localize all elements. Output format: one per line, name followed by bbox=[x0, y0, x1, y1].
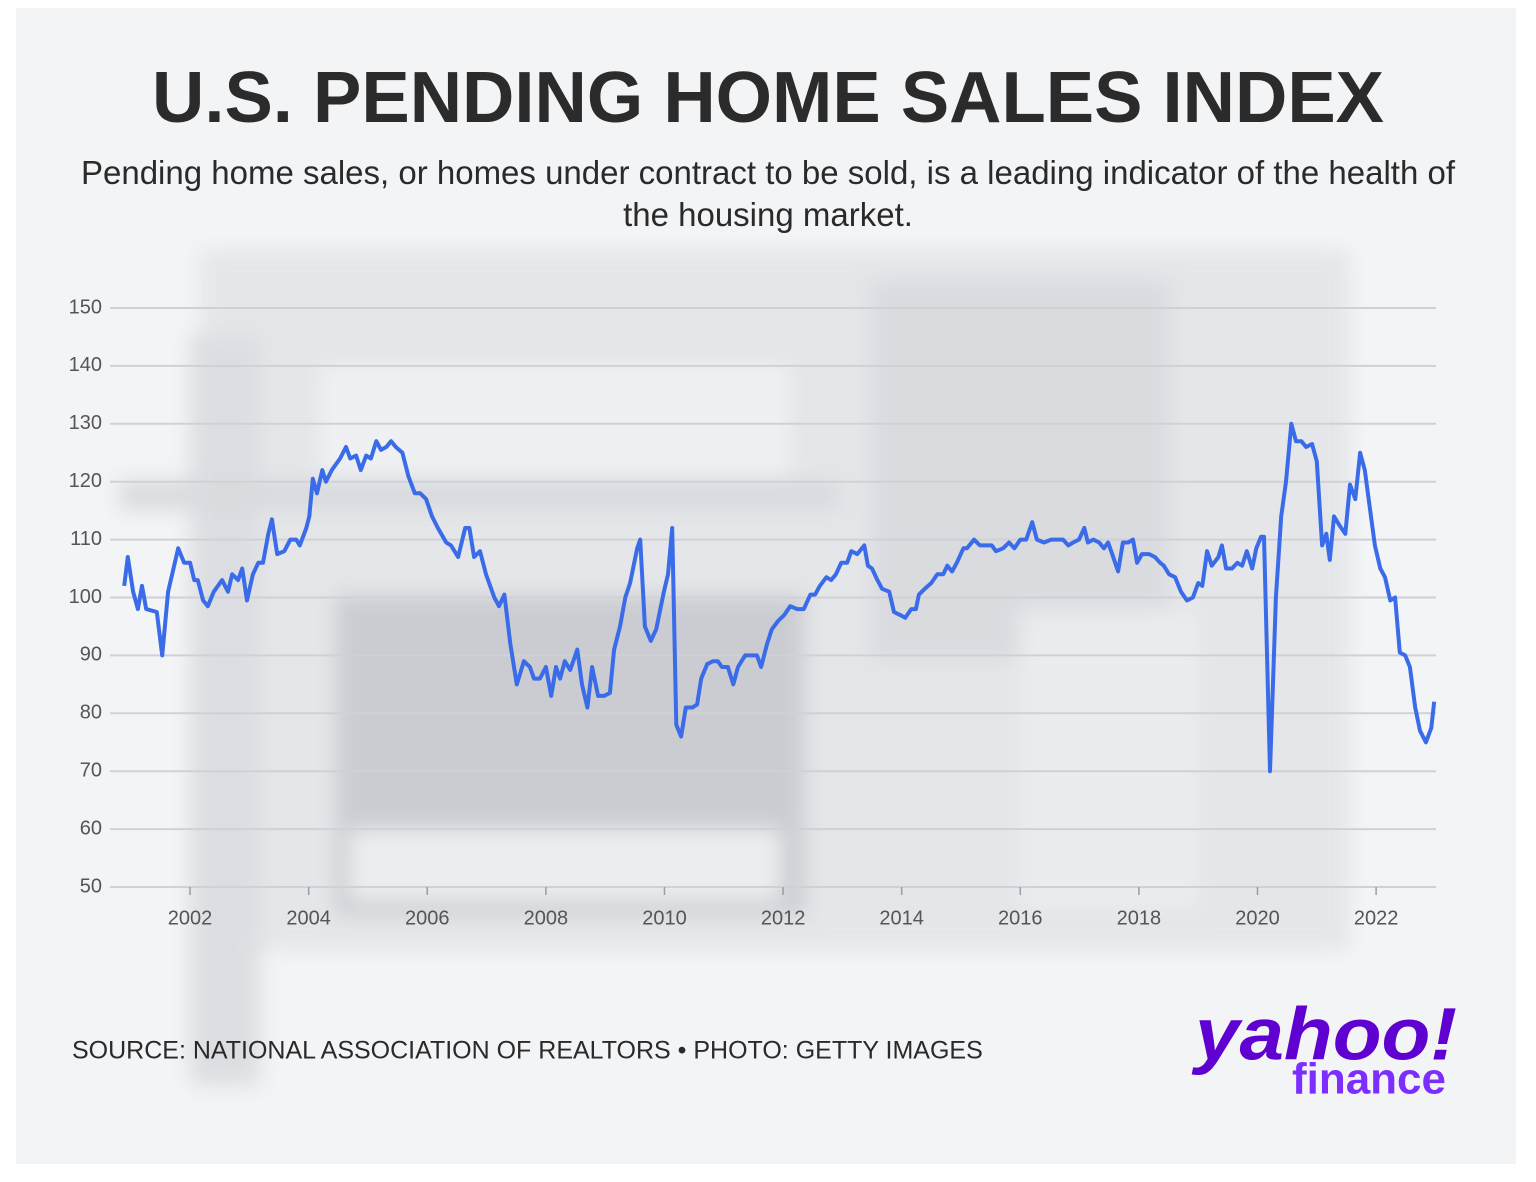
x-tick-label: 2008 bbox=[524, 907, 569, 929]
x-tick-label: 2022 bbox=[1354, 907, 1399, 929]
x-tick-label: 2018 bbox=[1117, 907, 1162, 929]
y-tick-label: 50 bbox=[80, 875, 102, 897]
y-tick-label: 140 bbox=[69, 354, 102, 376]
y-tick-label: 60 bbox=[80, 817, 102, 839]
y-tick-label: 100 bbox=[69, 586, 102, 608]
x-tick-label: 2006 bbox=[405, 907, 450, 929]
x-tick-label: 2014 bbox=[879, 907, 924, 929]
y-tick-label: 120 bbox=[69, 470, 102, 492]
y-tick-label: 80 bbox=[80, 702, 102, 724]
chart-title: U.S. PENDING HOME SALES INDEX bbox=[152, 58, 1384, 138]
y-tick-label: 70 bbox=[80, 759, 102, 781]
y-tick-label: 130 bbox=[69, 412, 102, 434]
y-tick-label: 150 bbox=[69, 296, 102, 318]
x-tick-label: 2002 bbox=[168, 907, 213, 929]
chart-subtitle: Pending home sales, or homes under contr… bbox=[80, 154, 1455, 233]
logo-brand: yahoo! bbox=[1191, 993, 1457, 1076]
x-tick-label: 2016 bbox=[998, 907, 1043, 929]
y-tick-label: 110 bbox=[70, 528, 102, 550]
data-line bbox=[122, 421, 1437, 774]
source-note: SOURCE: NATIONAL ASSOCIATION OF REALTORS… bbox=[72, 1037, 983, 1065]
y-tick-label: 90 bbox=[80, 644, 102, 666]
x-tick-label: 2004 bbox=[286, 907, 331, 929]
x-tick-label: 2010 bbox=[642, 907, 687, 929]
background-photo bbox=[120, 250, 1350, 1085]
x-tick-label: 2020 bbox=[1235, 907, 1280, 929]
x-tick-label: 2012 bbox=[761, 907, 806, 929]
logo-sub: finance bbox=[1292, 1055, 1446, 1104]
